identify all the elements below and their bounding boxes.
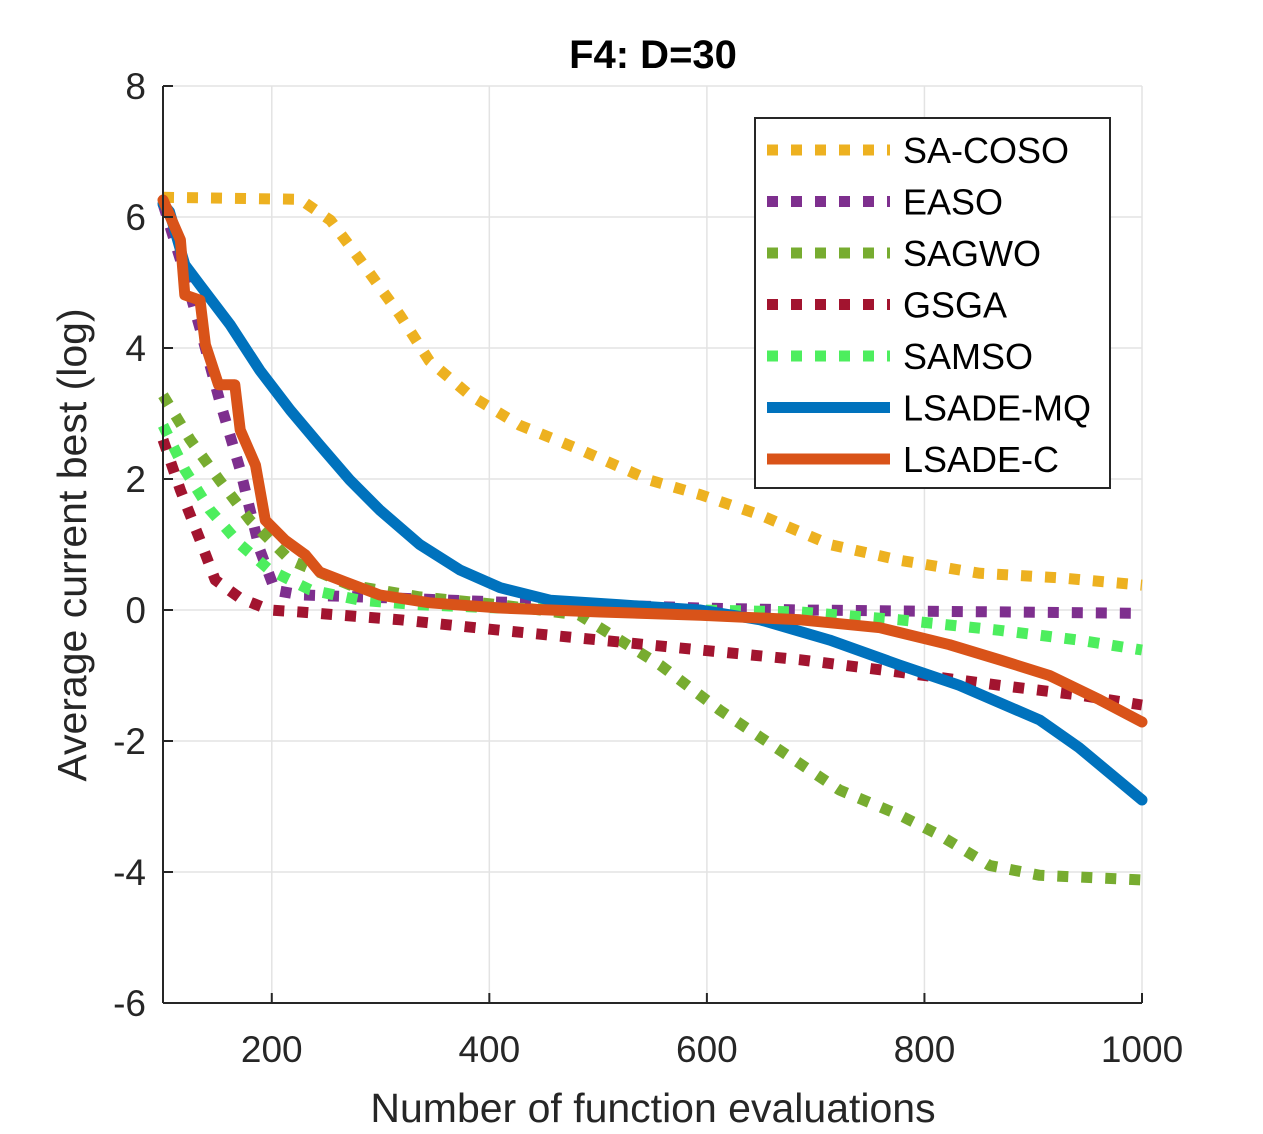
y-tick-label: -2: [113, 721, 146, 762]
legend-label: GSGA: [903, 285, 1007, 326]
legend-label: SAMSO: [903, 336, 1033, 377]
tick-labels: 200 400 600 800 1000 -6 -4 -2 0 2 4 6 8: [113, 66, 1183, 1070]
x-tick-label: 400: [458, 1029, 520, 1070]
y-tick-label: 4: [125, 328, 146, 369]
series-line-sagwo: [158, 392, 1143, 886]
x-tick-label: 1000: [1101, 1029, 1183, 1070]
legend-label: EASO: [903, 182, 1003, 223]
y-tick-label: 2: [125, 459, 146, 500]
legend-label: LSADE-MQ: [903, 388, 1091, 429]
x-tick-label: 800: [894, 1029, 956, 1070]
series-line-lsade-c: [157, 194, 1148, 728]
legend-label: SAGWO: [903, 233, 1041, 274]
axes: [162, 85, 1143, 1004]
series-group: [157, 191, 1148, 886]
y-axis-label: Average current best (log): [49, 308, 95, 781]
chart-title: F4: D=30: [569, 33, 737, 77]
series-line-sa-coso: [162, 191, 1143, 591]
y-tick-label: -4: [113, 852, 146, 893]
series-line-lsade-mq: [157, 198, 1148, 806]
x-tick-label: 200: [241, 1029, 303, 1070]
y-tick-label: -6: [113, 983, 146, 1024]
x-tick-label: 600: [676, 1029, 738, 1070]
series-line-samso: [158, 422, 1143, 656]
legend-label: LSADE-C: [903, 439, 1059, 480]
x-axis-label: Number of function evaluations: [370, 1085, 935, 1131]
legend: SA-COSO EASO SAGWO GSGA SAMSO LSADE-MQ LSADE-C: [754, 117, 1111, 489]
y-tick-label: 0: [125, 590, 146, 631]
legend-box: [754, 117, 1111, 489]
y-tick-label: 8: [125, 66, 146, 107]
series-line-easo: [157, 202, 1143, 619]
legend-label: SA-COSO: [903, 130, 1069, 171]
y-tick-label: 6: [125, 197, 146, 238]
